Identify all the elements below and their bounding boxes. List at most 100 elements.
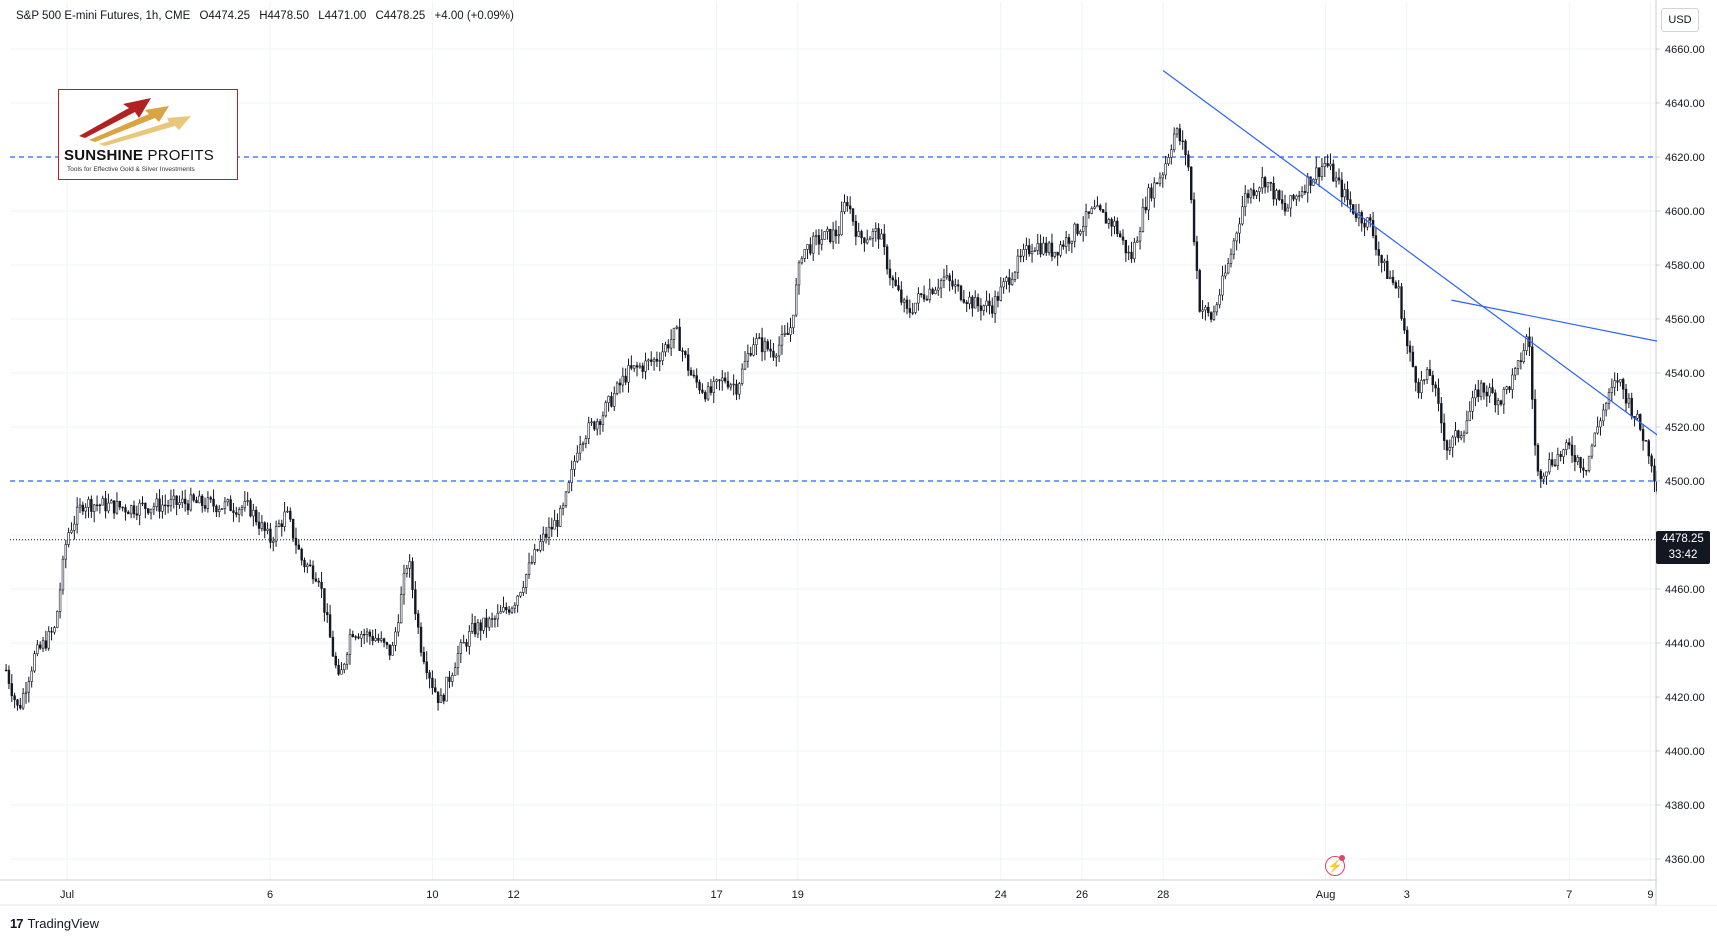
candle-127 bbox=[365, 628, 369, 643]
candle-294 bbox=[840, 201, 843, 236]
candle-251 bbox=[718, 379, 721, 391]
candle-523 bbox=[1491, 378, 1494, 394]
candle-9 bbox=[30, 666, 33, 688]
candle-484 bbox=[1380, 254, 1383, 273]
candle-419 bbox=[1195, 235, 1199, 280]
candle-159 bbox=[456, 645, 460, 676]
candle-420 bbox=[1198, 268, 1201, 313]
candle-335 bbox=[956, 279, 960, 292]
bar-countdown: 33:42 bbox=[1668, 549, 1698, 561]
candle-336 bbox=[959, 284, 963, 302]
candle-2 bbox=[10, 674, 13, 703]
lightning-icon[interactable]: ⚡ bbox=[1325, 856, 1345, 876]
candle-306 bbox=[874, 222, 877, 242]
candle-62 bbox=[181, 490, 184, 508]
currency-selector[interactable]: USD bbox=[1661, 8, 1699, 32]
candle-271 bbox=[775, 353, 778, 367]
candle-406 bbox=[1158, 172, 1162, 187]
candle-314 bbox=[897, 277, 900, 292]
candle-430 bbox=[1226, 258, 1230, 275]
candle-494 bbox=[1408, 340, 1412, 362]
ohlc-change: +4.00 (+0.09%) bbox=[434, 10, 514, 22]
candle-30 bbox=[90, 495, 93, 518]
candle-529 bbox=[1508, 385, 1511, 393]
candle-67 bbox=[195, 496, 198, 504]
candle-368 bbox=[1050, 233, 1054, 262]
candle-24 bbox=[73, 515, 76, 540]
candle-422 bbox=[1204, 305, 1207, 321]
candle-133 bbox=[382, 637, 386, 648]
candle-508 bbox=[1448, 439, 1452, 455]
candle-445 bbox=[1269, 181, 1272, 192]
candle-277 bbox=[792, 314, 795, 334]
candle-147 bbox=[422, 646, 426, 665]
candle-506 bbox=[1442, 413, 1446, 450]
y-tick-label-7: 4520.00 bbox=[1665, 422, 1705, 434]
candle-450 bbox=[1283, 194, 1287, 216]
candle-543 bbox=[1548, 452, 1551, 475]
candle-328 bbox=[937, 278, 940, 296]
candle-332 bbox=[948, 273, 951, 292]
candle-310 bbox=[885, 244, 889, 275]
candle-93 bbox=[269, 523, 272, 549]
candle-407 bbox=[1161, 172, 1164, 188]
candle-122 bbox=[351, 630, 355, 638]
candle-208 bbox=[596, 418, 599, 436]
candle-394 bbox=[1124, 239, 1128, 262]
candle-468 bbox=[1334, 171, 1338, 188]
candle-350 bbox=[999, 277, 1003, 302]
candle-308 bbox=[880, 228, 883, 240]
candle-264 bbox=[755, 333, 758, 356]
tradingview-branding[interactable]: 17 TradingView bbox=[10, 916, 99, 931]
candle-269 bbox=[769, 339, 772, 358]
candle-577 bbox=[1644, 439, 1648, 442]
candle-189 bbox=[542, 526, 545, 552]
candle-549 bbox=[1565, 439, 1568, 456]
y-tick-label-13: 4400.00 bbox=[1665, 746, 1705, 758]
candle-177 bbox=[507, 605, 511, 616]
candle-18 bbox=[56, 610, 59, 629]
candle-203 bbox=[581, 441, 585, 452]
candle-400 bbox=[1141, 198, 1145, 233]
candle-474 bbox=[1352, 204, 1355, 216]
candle-12 bbox=[39, 641, 42, 650]
candle-214 bbox=[613, 386, 616, 411]
candle-388 bbox=[1107, 217, 1110, 229]
candle-453 bbox=[1292, 193, 1295, 202]
candle-363 bbox=[1036, 233, 1039, 255]
candle-136 bbox=[391, 641, 394, 656]
candle-399 bbox=[1138, 226, 1142, 250]
candle-574 bbox=[1636, 410, 1639, 421]
candle-176 bbox=[505, 602, 508, 614]
candle-142 bbox=[408, 554, 411, 578]
candle-365 bbox=[1042, 236, 1045, 256]
candle-49 bbox=[144, 502, 147, 519]
candle-289 bbox=[826, 226, 829, 240]
candle-213 bbox=[610, 391, 613, 408]
candle-464 bbox=[1323, 157, 1326, 177]
candle-355 bbox=[1013, 270, 1017, 283]
candle-200 bbox=[573, 455, 576, 477]
candle-498 bbox=[1420, 370, 1423, 399]
candle-59 bbox=[172, 489, 175, 509]
candle-452 bbox=[1289, 195, 1292, 217]
candle-547 bbox=[1559, 450, 1562, 462]
candle-43 bbox=[127, 510, 130, 515]
candle-286 bbox=[817, 229, 821, 255]
candle-16 bbox=[50, 627, 53, 641]
candle-51 bbox=[149, 508, 153, 520]
candle-83 bbox=[240, 504, 244, 517]
candle-39 bbox=[115, 492, 119, 515]
candle-424 bbox=[1209, 311, 1213, 323]
candle-411 bbox=[1172, 127, 1176, 153]
candle-563 bbox=[1604, 401, 1608, 417]
candle-287 bbox=[820, 229, 823, 251]
ohlc-high: H4478.50 bbox=[259, 10, 310, 22]
candle-241 bbox=[689, 367, 693, 376]
candle-431 bbox=[1229, 248, 1233, 268]
candle-391 bbox=[1116, 217, 1119, 238]
candle-80 bbox=[232, 502, 235, 522]
candle-119 bbox=[343, 662, 346, 674]
y-tick-label-8: 4500.00 bbox=[1665, 476, 1705, 488]
